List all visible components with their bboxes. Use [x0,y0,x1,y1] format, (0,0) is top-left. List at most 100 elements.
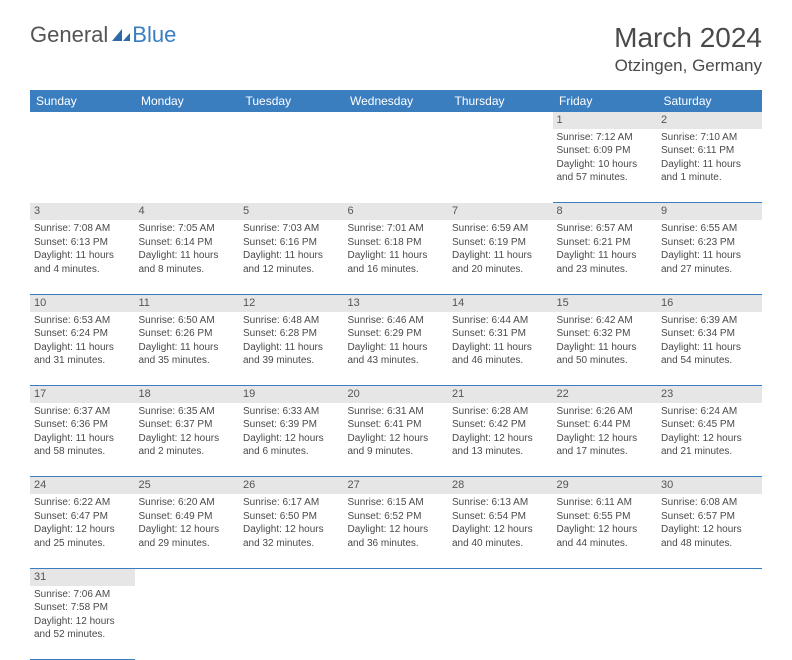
day-detail-row: Sunrise: 7:06 AMSunset: 7:58 PMDaylight:… [30,586,762,660]
daylight-text2: and 36 minutes. [348,537,445,551]
day-detail-row: Sunrise: 7:08 AMSunset: 6:13 PMDaylight:… [30,220,762,294]
sunrise-text: Sunrise: 7:05 AM [139,222,236,236]
day-number [553,568,658,585]
daylight-text2: and 9 minutes. [348,445,445,459]
daylight-text2: and 58 minutes. [34,445,131,459]
sunset-text: Sunset: 6:41 PM [348,418,445,432]
sunset-text: Sunset: 6:23 PM [661,236,758,250]
day-cell [344,586,449,660]
daylight-text: Daylight: 12 hours [34,523,131,537]
day-cell: Sunrise: 6:42 AMSunset: 6:32 PMDaylight:… [553,312,658,386]
sunset-text: Sunset: 6:16 PM [243,236,340,250]
sunset-text: Sunset: 6:34 PM [661,327,758,341]
daylight-text2: and 4 minutes. [34,263,131,277]
sunrise-text: Sunrise: 7:06 AM [34,588,131,602]
sunset-text: Sunset: 6:47 PM [34,510,131,524]
sunrise-text: Sunrise: 6:24 AM [661,405,758,419]
sunset-text: Sunset: 6:31 PM [452,327,549,341]
day-number: 8 [553,203,658,220]
sunrise-text: Sunrise: 6:48 AM [243,314,340,328]
daylight-text: Daylight: 11 hours [348,341,445,355]
daylight-text2: and 29 minutes. [139,537,236,551]
sunset-text: Sunset: 6:55 PM [557,510,654,524]
daylight-text2: and 17 minutes. [557,445,654,459]
daylight-text: Daylight: 11 hours [557,341,654,355]
day-cell [448,129,553,203]
day-number [448,568,553,585]
daylight-text2: and 2 minutes. [139,445,236,459]
daylight-text: Daylight: 12 hours [452,523,549,537]
day-cell: Sunrise: 6:46 AMSunset: 6:29 PMDaylight:… [344,312,449,386]
sunset-text: Sunset: 6:54 PM [452,510,549,524]
sunrise-text: Sunrise: 7:03 AM [243,222,340,236]
day-number: 14 [448,294,553,311]
sunrise-text: Sunrise: 7:12 AM [557,131,654,145]
sunrise-text: Sunrise: 6:33 AM [243,405,340,419]
sunrise-text: Sunrise: 6:13 AM [452,496,549,510]
title-block: March 2024 Otzingen, Germany [614,22,762,76]
day-cell: Sunrise: 6:53 AMSunset: 6:24 PMDaylight:… [30,312,135,386]
daylight-text: Daylight: 11 hours [661,158,758,172]
daylight-text: Daylight: 11 hours [34,432,131,446]
sunset-text: Sunset: 6:29 PM [348,327,445,341]
daylight-text: Daylight: 12 hours [452,432,549,446]
daylight-text: Daylight: 12 hours [348,432,445,446]
day-number [135,112,240,129]
day-cell [657,586,762,660]
day-cell: Sunrise: 6:13 AMSunset: 6:54 PMDaylight:… [448,494,553,568]
day-detail-row: Sunrise: 6:22 AMSunset: 6:47 PMDaylight:… [30,494,762,568]
day-number: 19 [239,386,344,403]
weekday-header-row: SundayMondayTuesdayWednesdayThursdayFrid… [30,90,762,112]
day-number: 4 [135,203,240,220]
day-number: 23 [657,386,762,403]
day-cell: Sunrise: 6:11 AMSunset: 6:55 PMDaylight:… [553,494,658,568]
daylight-text2: and 57 minutes. [557,171,654,185]
daylight-text2: and 13 minutes. [452,445,549,459]
daylight-text2: and 16 minutes. [348,263,445,277]
day-number: 24 [30,477,135,494]
sunrise-text: Sunrise: 6:35 AM [139,405,236,419]
sunrise-text: Sunrise: 6:42 AM [557,314,654,328]
sunrise-text: Sunrise: 7:01 AM [348,222,445,236]
day-number: 1 [553,112,658,129]
day-number-row: 17181920212223 [30,386,762,403]
day-cell [553,586,658,660]
day-number: 31 [30,568,135,585]
day-number: 2 [657,112,762,129]
sunrise-text: Sunrise: 6:28 AM [452,405,549,419]
day-number: 27 [344,477,449,494]
daylight-text2: and 48 minutes. [661,537,758,551]
day-number: 22 [553,386,658,403]
daylight-text2: and 35 minutes. [139,354,236,368]
day-cell: Sunrise: 6:17 AMSunset: 6:50 PMDaylight:… [239,494,344,568]
daylight-text: Daylight: 12 hours [243,432,340,446]
sunset-text: Sunset: 6:39 PM [243,418,340,432]
daylight-text: Daylight: 12 hours [661,432,758,446]
sunrise-text: Sunrise: 6:37 AM [34,405,131,419]
calendar-table: SundayMondayTuesdayWednesdayThursdayFrid… [30,90,762,660]
daylight-text: Daylight: 12 hours [557,432,654,446]
sunset-text: Sunset: 6:50 PM [243,510,340,524]
sunset-text: Sunset: 6:28 PM [243,327,340,341]
weekday-header: Thursday [448,90,553,112]
daylight-text2: and 31 minutes. [34,354,131,368]
day-number: 9 [657,203,762,220]
day-cell: Sunrise: 6:22 AMSunset: 6:47 PMDaylight:… [30,494,135,568]
daylight-text2: and 46 minutes. [452,354,549,368]
weekday-header: Monday [135,90,240,112]
daylight-text: Daylight: 11 hours [34,249,131,263]
day-cell: Sunrise: 6:08 AMSunset: 6:57 PMDaylight:… [657,494,762,568]
day-cell [239,586,344,660]
daylight-text2: and 25 minutes. [34,537,131,551]
day-cell: Sunrise: 7:05 AMSunset: 6:14 PMDaylight:… [135,220,240,294]
day-number: 11 [135,294,240,311]
sunset-text: Sunset: 6:09 PM [557,144,654,158]
sunset-text: Sunset: 6:14 PM [139,236,236,250]
sunrise-text: Sunrise: 6:44 AM [452,314,549,328]
daylight-text: Daylight: 12 hours [557,523,654,537]
weekday-header: Tuesday [239,90,344,112]
day-number-row: 3456789 [30,203,762,220]
daylight-text2: and 39 minutes. [243,354,340,368]
day-cell [344,129,449,203]
day-cell: Sunrise: 6:50 AMSunset: 6:26 PMDaylight:… [135,312,240,386]
